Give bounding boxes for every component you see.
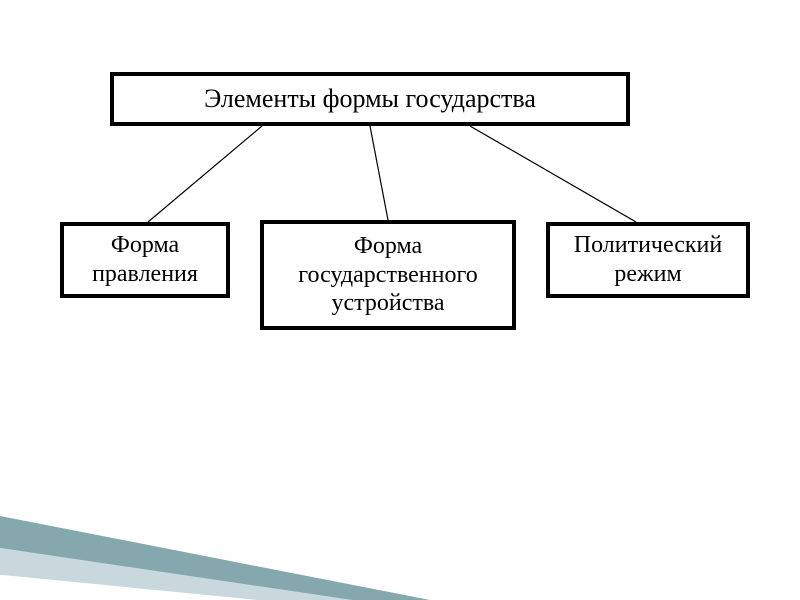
edge: [148, 126, 262, 222]
edge: [370, 126, 388, 220]
child-label: Политический режим: [556, 231, 740, 289]
root-label: Элементы формы государства: [204, 83, 536, 114]
child-node-2: Политический режим: [546, 222, 750, 298]
diagram-canvas: Элементы формы государства Форма правлен…: [0, 0, 800, 600]
decorative-triangle-icon: [0, 516, 430, 600]
child-node-1: Форма государственного устройства: [260, 220, 516, 330]
edge: [470, 126, 636, 222]
child-label: Форма правления: [70, 231, 220, 289]
child-label: Форма государственного устройства: [270, 232, 506, 318]
child-node-0: Форма правления: [60, 222, 230, 298]
root-node: Элементы формы государства: [110, 72, 630, 126]
